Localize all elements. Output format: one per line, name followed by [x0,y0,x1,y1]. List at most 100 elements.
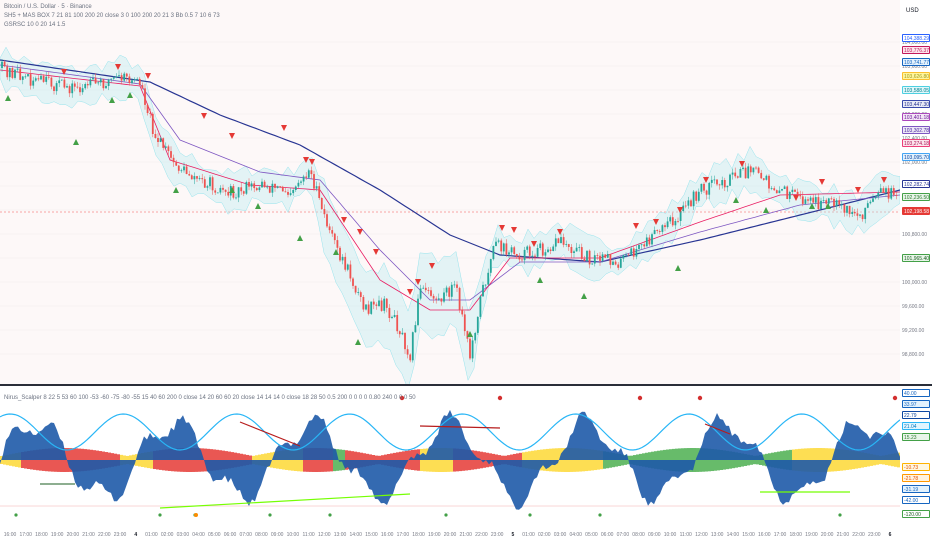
osc-histogram-bar [114,453,117,467]
time-tick-label: 4 [134,532,138,538]
candle-body [872,198,874,202]
candle-body [739,169,742,178]
candle-body [773,188,776,191]
time-tick-label: 18:00 [412,532,425,538]
candle-body [864,207,867,220]
candle-body [302,176,305,182]
price-tick-label: 99,600.00 [902,304,925,310]
main-legend: Bitcoin / U.S. Dollar · 5 · Binance SH5 … [4,3,220,30]
candle-body [458,287,461,310]
candle-body [505,243,508,255]
candle-body [669,217,672,222]
candle-body [281,186,284,192]
sell-signal-marker [633,223,639,229]
candle-body [141,85,144,89]
candle-body [190,175,193,180]
candle-body [619,258,622,268]
buy-signal-marker [255,203,261,209]
sell-signal-marker [61,69,67,75]
time-tick-label: 05:00 [585,532,598,538]
candle-body [146,104,149,113]
candle-body [193,176,196,180]
candle-body [760,172,763,179]
candle-body [861,214,864,220]
candle-body [339,247,341,261]
candle-body [3,61,6,67]
candle-body [461,309,464,315]
oscillator-badge: -21.78 [902,474,930,482]
time-tick-label: 06:00 [223,532,237,538]
candle-body [586,250,588,262]
sell-signal-marker [855,187,861,193]
candle-body [794,189,796,192]
osc-histogram-bar [780,451,783,469]
candle-body [432,295,435,299]
candle-body [414,325,417,333]
candle-body [695,191,698,201]
buy-signal-marker [581,293,587,299]
candle-body [856,213,859,216]
candle-body [682,205,685,211]
candle-body [809,197,812,201]
candle-body [58,80,61,84]
sell-signal-marker [201,113,207,119]
candle-body [45,76,48,82]
candle-body [297,182,300,187]
candle-body [219,187,222,193]
osc-histogram-bar [348,450,351,470]
candle-body [55,83,58,92]
indicator-legend-gsrsc[interactable]: GSRSC 10 0 20 14 1.5 [4,22,66,28]
candle-body [328,226,331,231]
sell-signal-marker [499,225,505,231]
candle-body [729,174,731,186]
oscillator-pane[interactable]: Nirus_Scalper 8 22 5 53 60 100 -53 -60 -… [0,386,900,526]
candle-body [612,261,614,265]
time-tick-label: 17:00 [396,532,410,538]
oscillator-badge: 15.23 [902,433,930,441]
time-tick-label: 23:00 [113,532,127,538]
osc-histogram-bar [468,449,471,471]
candle-body [570,247,573,253]
buy-signal-marker [297,235,303,241]
oscillator-chart[interactable] [0,386,900,526]
candle-body [573,251,575,253]
candle-body [323,209,326,215]
pane-divider[interactable] [0,384,932,386]
candle-body [365,304,367,310]
candle-body [409,354,412,361]
candle-body [318,186,321,198]
candle-body [237,187,240,198]
time-tick-label: 07:00 [239,532,252,538]
candle-body [599,255,601,261]
candle-body [401,332,404,335]
candle-body [37,78,40,80]
candle-body [313,174,315,189]
candle-body [583,258,586,262]
candle-body [185,166,188,174]
candle-body [235,197,237,199]
price-badge: 103,588.0599 [902,86,930,94]
candle-body [690,200,692,207]
price-chart-pane[interactable]: Bitcoin / U.S. Dollar · 5 · Binance SH5 … [0,0,900,384]
currency-label[interactable]: USD [906,8,919,14]
symbol-title[interactable]: Bitcoin / U.S. Dollar · 5 · Binance [4,4,92,10]
candle-body [679,211,682,221]
candle-body [554,238,557,247]
sell-signal-marker [739,161,745,167]
candle-body [895,194,898,196]
candle-body [853,211,856,214]
price-badge: 102,236.5038 [902,193,930,201]
time-tick-label: 14:00 [349,532,362,538]
price-chart[interactable] [0,0,900,384]
candle-body [471,340,474,359]
candle-body [294,186,297,190]
candle-body [744,167,747,179]
candle-body [110,78,113,80]
indicator-legend-mas[interactable]: SH5 + MAS BOX 7 21 81 100 200 20 close 3… [4,13,220,19]
candle-body [263,181,266,188]
time-tick-label: 10:00 [286,532,300,538]
time-tick-label: 03:00 [553,532,567,538]
oscillator-title[interactable]: Nirus_Scalper 8 22 5 53 60 100 -53 -60 -… [4,395,416,401]
candle-body [593,255,596,264]
time-axis[interactable]: 16:00 17:00 18:00 19:00 20:00 21:00 22:00 23:00… [0,526,900,550]
